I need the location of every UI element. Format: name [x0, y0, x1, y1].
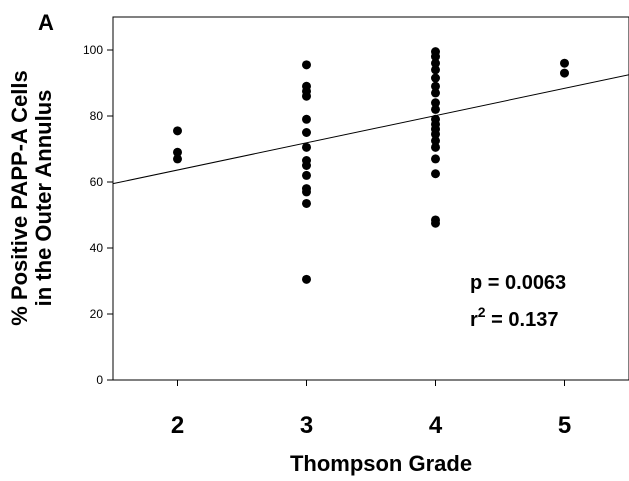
y-tick-label: 80 — [90, 109, 104, 123]
data-point — [431, 58, 440, 68]
data-point — [431, 129, 440, 139]
data-point — [302, 274, 311, 284]
data-point — [431, 169, 440, 179]
data-point — [431, 65, 440, 75]
data-point — [431, 136, 440, 146]
data-point — [302, 114, 311, 124]
data-point — [431, 142, 440, 152]
data-point — [431, 154, 440, 164]
y-axis-title-line1: % Positive PAPP-A Cells — [7, 70, 32, 326]
r-squared-superscript: 2 — [478, 304, 486, 320]
data-point — [302, 161, 311, 170]
data-point — [560, 58, 569, 68]
panel-label: A — [38, 10, 54, 35]
data-point — [302, 91, 311, 101]
data-point — [302, 128, 311, 137]
y-tick-label: 100 — [83, 43, 103, 57]
data-point — [173, 126, 182, 136]
y-axis-ticks: 0 20 40 60 80 100 — [83, 43, 113, 387]
r-squared-symbol: r — [470, 309, 478, 331]
data-point — [431, 52, 440, 62]
x-tick-label: 5 — [558, 412, 571, 439]
regression-line-group — [112, 74, 629, 185]
data-point — [173, 147, 182, 157]
x-tick-label: 4 — [429, 412, 443, 439]
data-point — [302, 142, 311, 152]
data-point — [302, 170, 311, 180]
data-point — [431, 104, 440, 114]
y-tick-label: 60 — [90, 175, 104, 189]
data-point — [302, 198, 311, 208]
data-points — [173, 47, 569, 284]
x-axis-title: Thompson Grade — [290, 451, 472, 476]
y-tick-label: 20 — [90, 307, 104, 321]
data-point — [302, 60, 311, 70]
data-point — [173, 154, 182, 164]
p-value-annotation: p = 0.0063 — [470, 272, 566, 294]
data-point — [302, 187, 311, 197]
y-axis-title-line2: in the Outer Annulus — [31, 90, 56, 307]
y-tick-label: 0 — [96, 373, 103, 387]
x-tick-label: 2 — [171, 412, 184, 439]
data-point — [431, 88, 440, 98]
data-point — [431, 218, 440, 228]
data-point — [560, 68, 569, 78]
data-point — [431, 81, 440, 91]
r-squared-annotation: r2 = 0.137 — [470, 304, 558, 331]
x-tick-label: 3 — [300, 412, 313, 439]
r-squared-value: = 0.137 — [486, 309, 559, 331]
data-point — [431, 98, 440, 108]
x-axis-ticks: 2 3 4 5 — [171, 380, 571, 439]
plot-frame — [112, 16, 629, 381]
y-tick-label: 40 — [90, 241, 104, 255]
data-point — [431, 73, 440, 83]
regression-line — [112, 74, 629, 185]
